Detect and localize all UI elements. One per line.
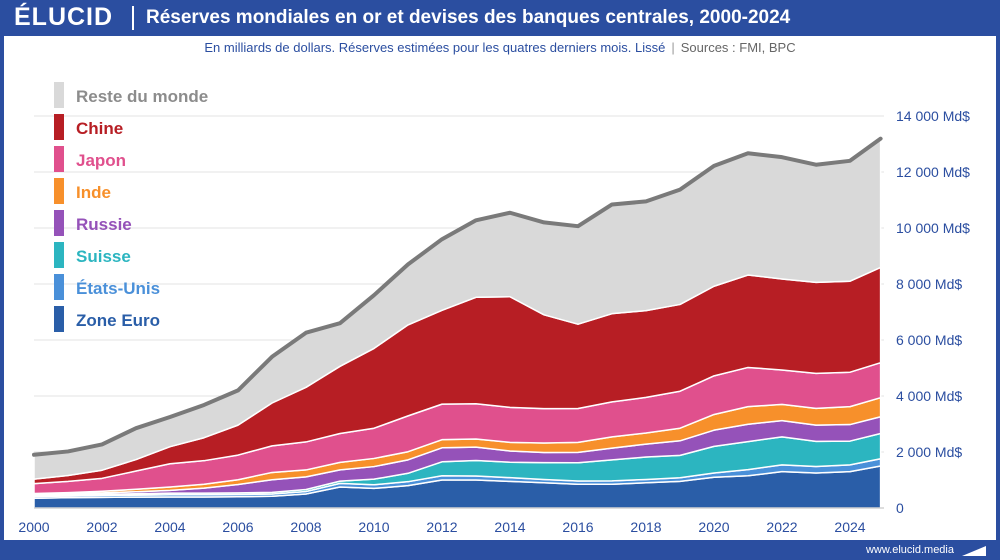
legend-swatch-japon <box>54 146 64 172</box>
brand-logo[interactable]: ÉLUCID <box>14 3 114 31</box>
y-tick-label-6000: 6 000 Md$ <box>896 332 962 348</box>
y-tick-label-4000: 4 000 Md$ <box>896 388 962 404</box>
legend-swatch-etats-unis <box>54 274 64 300</box>
y-tick-label-10000: 10 000 Md$ <box>896 220 970 236</box>
x-tick-label-2014: 2014 <box>494 519 525 535</box>
x-tick-label-2010: 2010 <box>358 519 389 535</box>
legend-label-russie: Russie <box>76 215 132 234</box>
legend-label-etats-unis: États-Unis <box>76 279 160 298</box>
legend-swatch-russie <box>54 210 64 236</box>
y-tick-label-0: 0 <box>896 500 904 516</box>
legend-swatch-zone-euro <box>54 306 64 332</box>
footer-bar: www.elucid.media <box>0 540 1000 560</box>
y-tick-label-2000: 2 000 Md$ <box>896 444 962 460</box>
legend-label-reste-du-monde: Reste du monde <box>76 87 208 106</box>
footer-url[interactable]: www.elucid.media <box>865 544 954 556</box>
x-tick-label-2002: 2002 <box>86 519 117 535</box>
legend-swatch-suisse <box>54 242 64 268</box>
subtitle-text: En milliards de dollars. Réserves estimé… <box>204 40 666 55</box>
x-tick-label-2006: 2006 <box>222 519 253 535</box>
legend-label-zone-euro: Zone Euro <box>76 311 160 330</box>
legend-swatch-reste-du-monde <box>54 82 64 108</box>
legend-label-chine: Chine <box>76 119 123 138</box>
chart-title: Réserves mondiales en or et devises des … <box>146 7 791 28</box>
elucid-mark-icon <box>962 546 986 556</box>
legend-label-inde: Inde <box>76 183 111 202</box>
x-tick-label-2008: 2008 <box>290 519 321 535</box>
y-tick-label-14000: 14 000 Md$ <box>896 108 970 124</box>
header-bar: ÉLUCID Réserves mondiales en or et devis… <box>0 0 1000 36</box>
chart-subtitle: En milliards de dollars. Réserves estimé… <box>0 40 1000 55</box>
sources-text: Sources : FMI, BPC <box>680 40 796 55</box>
y-tick-label-12000: 12 000 Md$ <box>896 164 970 180</box>
legend-swatch-inde <box>54 178 64 204</box>
x-tick-label-2022: 2022 <box>766 519 797 535</box>
x-tick-label-2004: 2004 <box>154 519 185 535</box>
x-tick-label-2016: 2016 <box>562 519 593 535</box>
x-tick-label-2018: 2018 <box>630 519 661 535</box>
legend-label-suisse: Suisse <box>76 247 131 266</box>
x-tick-label-2020: 2020 <box>698 519 729 535</box>
total-line <box>32 136 883 457</box>
legend-swatch-chine <box>54 114 64 140</box>
header-divider <box>132 6 134 30</box>
x-tick-label-2000: 2000 <box>18 519 49 535</box>
x-tick-label-2024: 2024 <box>834 519 865 535</box>
y-tick-label-8000: 8 000 Md$ <box>896 276 962 292</box>
subtitle-separator: | <box>671 40 675 55</box>
legend-label-japon: Japon <box>76 151 126 170</box>
x-tick-label-2012: 2012 <box>426 519 457 535</box>
stacked-area-chart: 2000 2002 2004 2006 2008 2010 2012 2014 2016 2018… <box>18 82 970 535</box>
